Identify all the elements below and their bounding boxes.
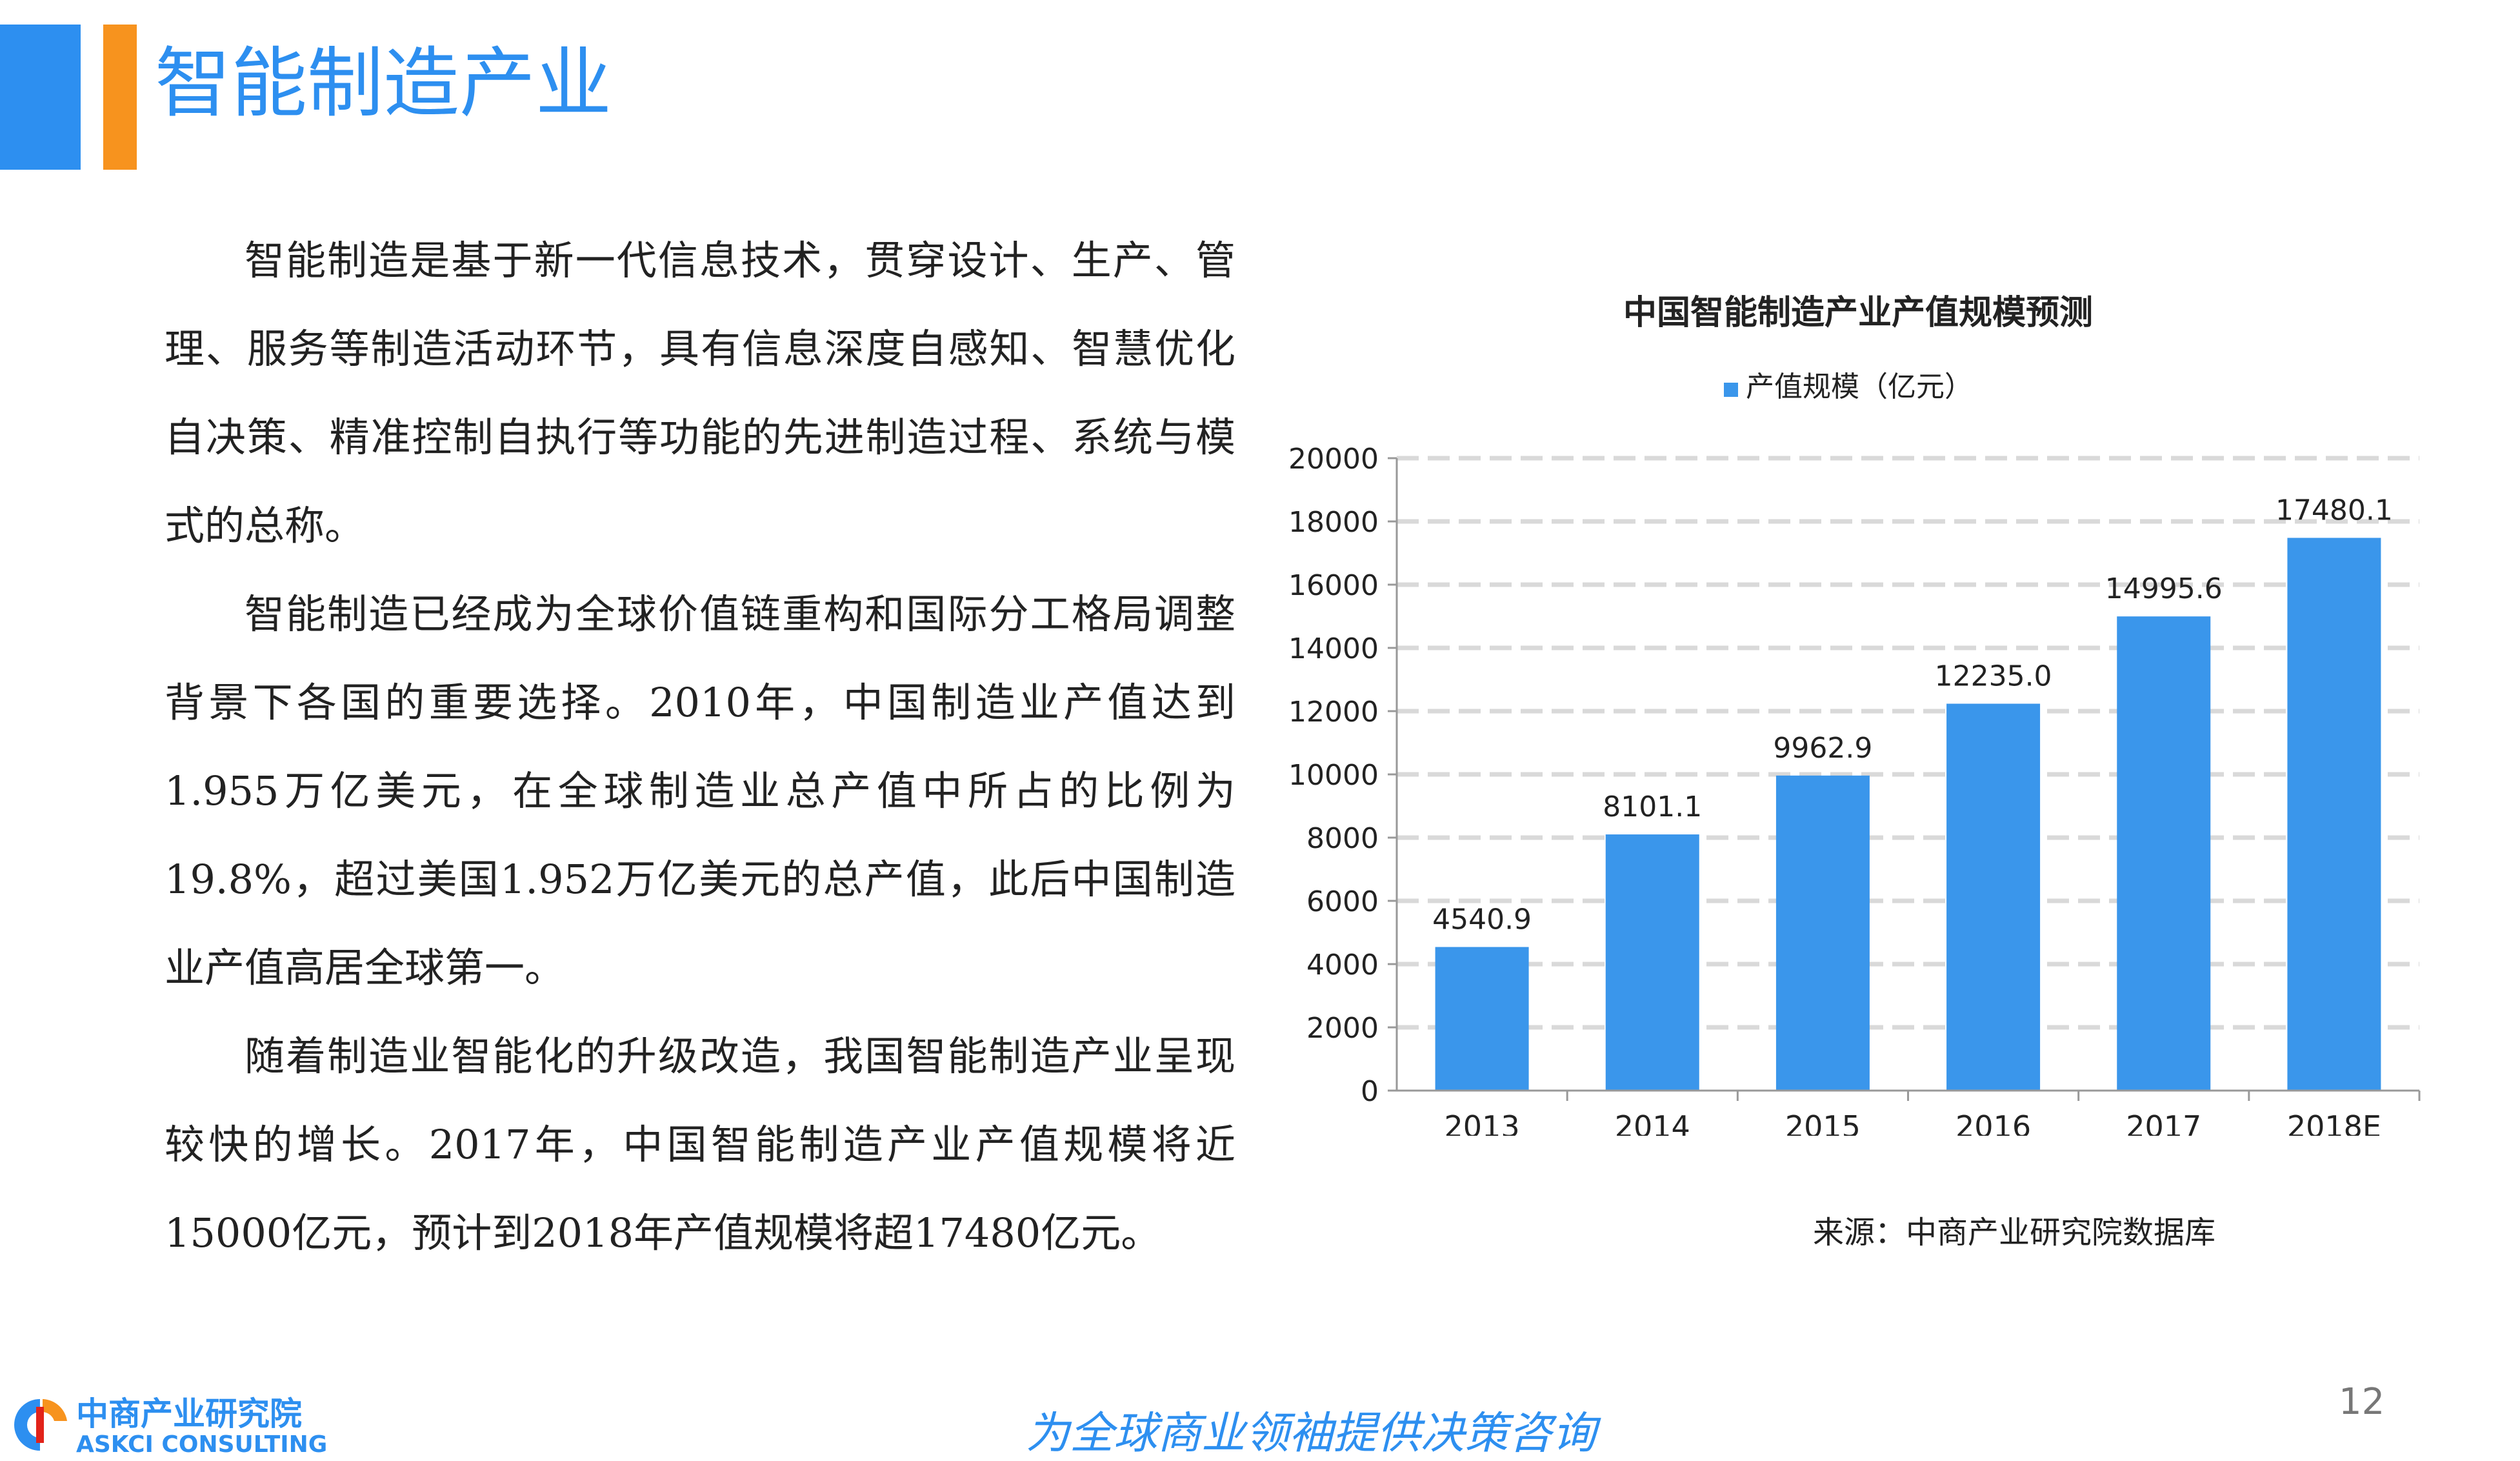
chart-title: 中国智能制造产业产值规模预测 (1623, 294, 2093, 332)
bar (1775, 775, 1870, 1091)
paragraph-1: 智能制造是基于新一代信息技术，贯穿设计、生产、管理、服务等制造活动环节，具有信息… (165, 237, 1235, 549)
bar (1605, 834, 1699, 1091)
body-text: 智能制造是基于新一代信息技术，贯穿设计、生产、管理、服务等制造活动环节，具有信息… (165, 216, 1235, 1277)
y-tick-label: 4000 (1306, 949, 1379, 982)
bar (1435, 947, 1529, 1091)
page-number: 12 (2339, 1381, 2385, 1423)
chart-bars: 4540.9 8101.1 9962.9 12235.0 14995.6 17480.1 (1432, 494, 2393, 1091)
page-title: 智能制造产业 (155, 39, 612, 128)
paragraph-3: 随着制造业智能化的升级改造，我国智能制造产业呈现较快的增长。2017年，中国智能… (165, 1033, 1235, 1256)
company-logo: 中商产业研究院 ASKCI CONSULTING (14, 1395, 327, 1458)
bar (1946, 703, 2041, 1091)
x-axis: 2013 2014 2015 2016 2017 2018E (1397, 1089, 2421, 1136)
y-axis: 0 2000 4000 6000 8000 10000 12000 14000 16000 180… (1288, 443, 1398, 1108)
y-tick-label: 0 (1361, 1075, 1379, 1108)
logo-cn: 中商产业研究院 (76, 1395, 302, 1433)
data-label: 9962.9 (1773, 732, 1872, 765)
logo-icon (14, 1399, 67, 1451)
bar (2117, 616, 2211, 1091)
y-tick-label: 14000 (1288, 632, 1379, 665)
footer-slogan: 为全球商业领袖提供决策咨询 (1026, 1408, 1597, 1459)
y-tick-label: 2000 (1306, 1012, 1379, 1045)
data-label: 12235.0 (1935, 660, 2052, 692)
y-tick-label: 16000 (1288, 569, 1379, 602)
header-accent-orange (103, 25, 137, 170)
data-label: 4540.9 (1432, 903, 1532, 936)
y-tick-label: 6000 (1306, 885, 1379, 918)
x-tick-label: 2013 (1445, 1109, 1520, 1136)
legend-label: 产值规模（亿元） (1746, 370, 1973, 403)
chart-legend: 产值规模（亿元） (1724, 370, 1973, 403)
bar-chart: 中国智能制造产业产值规模预测 产值规模（亿元） 0 2000 4000 6000 800… (1288, 294, 2421, 1136)
chart-source: 来源：中商产业研究院数据库 (1813, 1214, 2216, 1251)
data-label: 14995.6 (2105, 572, 2223, 605)
bar (2287, 538, 2381, 1091)
y-tick-label: 10000 (1288, 759, 1379, 792)
y-tick-label: 18000 (1288, 506, 1379, 539)
paragraph-2: 智能制造已经成为全球价值链重构和国际分工格局调整背景下各国的重要选择。2010年… (165, 590, 1235, 991)
logo-en: ASKCI CONSULTING (76, 1431, 327, 1458)
x-tick-label: 2015 (1785, 1109, 1861, 1136)
y-tick-label: 8000 (1306, 822, 1379, 855)
chart-grid (1397, 456, 2419, 1030)
y-tick-label: 12000 (1288, 696, 1379, 729)
x-tick-label: 2016 (1955, 1109, 2031, 1136)
header-accent-blue (0, 25, 81, 170)
legend-swatch (1724, 383, 1738, 397)
y-tick-label: 20000 (1288, 443, 1379, 476)
data-label: 8101.1 (1603, 791, 1702, 823)
x-tick-label: 2018E (2287, 1109, 2381, 1136)
x-tick-label: 2017 (2126, 1109, 2201, 1136)
x-tick-label: 2014 (1615, 1109, 1690, 1136)
data-label: 17480.1 (2275, 494, 2393, 527)
